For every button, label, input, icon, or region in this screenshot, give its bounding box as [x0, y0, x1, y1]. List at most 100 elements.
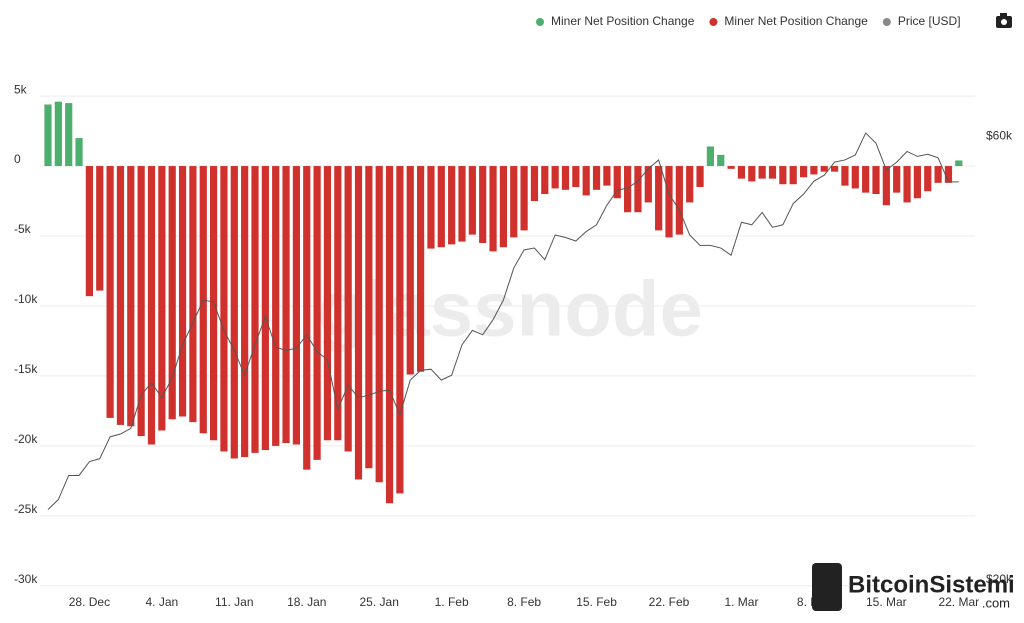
- bar: [241, 166, 249, 458]
- bar: [44, 104, 52, 167]
- y-tick-label: -5k: [14, 222, 32, 236]
- bar: [799, 166, 808, 178]
- legend-dot: [882, 18, 891, 26]
- bar: [292, 166, 300, 445]
- bar: [251, 166, 259, 453]
- bar: [499, 166, 507, 248]
- y-tick-label: -25k: [14, 502, 38, 516]
- bar: [489, 166, 497, 252]
- bar: [644, 166, 652, 203]
- bar: [510, 166, 518, 238]
- bar: [375, 166, 383, 483]
- bar: [561, 166, 570, 190]
- bar: [810, 166, 818, 175]
- bar: [789, 166, 797, 185]
- x-tick-label: 1. Mar: [724, 595, 758, 609]
- bar: [696, 166, 704, 188]
- bar: [282, 166, 290, 444]
- bar: [437, 166, 445, 248]
- bar: [396, 166, 404, 494]
- bar: [768, 166, 777, 179]
- bar: [458, 166, 466, 242]
- y-tick-label: -10k: [14, 292, 38, 306]
- legend-dot: [536, 18, 544, 26]
- credit-text: BitcoinSistemi: [848, 571, 1015, 598]
- bar: [168, 166, 176, 420]
- bar: [75, 138, 83, 167]
- bar: [116, 166, 125, 425]
- bar: [779, 166, 787, 185]
- y-tick-label: -20k: [14, 432, 38, 446]
- bar: [85, 166, 93, 297]
- bar: [54, 101, 62, 167]
- bar: [603, 166, 611, 186]
- x-tick-label: 22. Mar: [938, 595, 979, 609]
- x-tick-label: 1. Feb: [435, 595, 469, 609]
- bar: [582, 166, 590, 196]
- bar: [665, 166, 673, 238]
- bar: [520, 166, 528, 231]
- y2-tick-label: $20k: [986, 572, 1013, 586]
- bar: [272, 166, 280, 446]
- bar: [675, 166, 683, 235]
- bar: [882, 166, 890, 206]
- bar: [127, 166, 135, 427]
- y2-tick-label: $60k: [986, 129, 1013, 143]
- bar: [96, 166, 104, 291]
- bar: [831, 166, 839, 172]
- bar: [944, 166, 953, 183]
- bar: [313, 166, 321, 460]
- bar: [147, 166, 156, 445]
- bar: [178, 166, 187, 417]
- bar: [261, 166, 269, 451]
- bar: [448, 166, 456, 245]
- bar: [385, 166, 394, 504]
- bar: [530, 166, 539, 202]
- bar: [468, 166, 476, 235]
- bar: [406, 166, 414, 375]
- bar: [189, 166, 197, 423]
- bar: [365, 166, 373, 469]
- bar: [592, 166, 601, 190]
- bar: [706, 146, 714, 167]
- bar: [230, 166, 238, 459]
- x-tick-label: 28. Dec: [69, 595, 110, 609]
- y-tick-label: 5k: [14, 82, 28, 96]
- bar: [65, 103, 73, 167]
- x-tick-label: 22. Feb: [649, 595, 690, 609]
- bar: [541, 166, 549, 195]
- bar: [106, 166, 114, 418]
- bar: [354, 166, 363, 480]
- bar: [758, 166, 766, 179]
- bar: [820, 166, 828, 172]
- bar: [344, 166, 352, 452]
- bar: [727, 166, 735, 169]
- bar: [137, 166, 145, 437]
- bar: [624, 166, 632, 213]
- bar: [427, 166, 435, 249]
- bar: [634, 166, 642, 213]
- bar: [955, 160, 963, 167]
- bar: [924, 166, 932, 192]
- legend: Miner Net Position Change Miner Net Posit…: [536, 14, 961, 28]
- credit-sub: .com: [982, 595, 1010, 610]
- bar: [717, 154, 725, 167]
- bar: [872, 166, 880, 195]
- bar: [655, 166, 663, 231]
- bar: [737, 166, 746, 179]
- price-line: [47, 132, 959, 510]
- x-tick-label: 15. Feb: [576, 595, 617, 609]
- bar: [934, 166, 942, 183]
- bar: [572, 166, 580, 188]
- x-tick-label: 25. Jan: [360, 595, 399, 609]
- x-tick-label: 8. Feb: [507, 595, 541, 609]
- camera-icon[interactable]: [996, 13, 1012, 28]
- bar: [551, 166, 559, 189]
- legend-label: Price [USD]: [898, 14, 961, 28]
- bar: [893, 166, 901, 193]
- x-tick-label: 11. Jan: [215, 595, 253, 609]
- bar: [686, 166, 694, 203]
- bar: [862, 166, 870, 193]
- bar: [417, 166, 425, 372]
